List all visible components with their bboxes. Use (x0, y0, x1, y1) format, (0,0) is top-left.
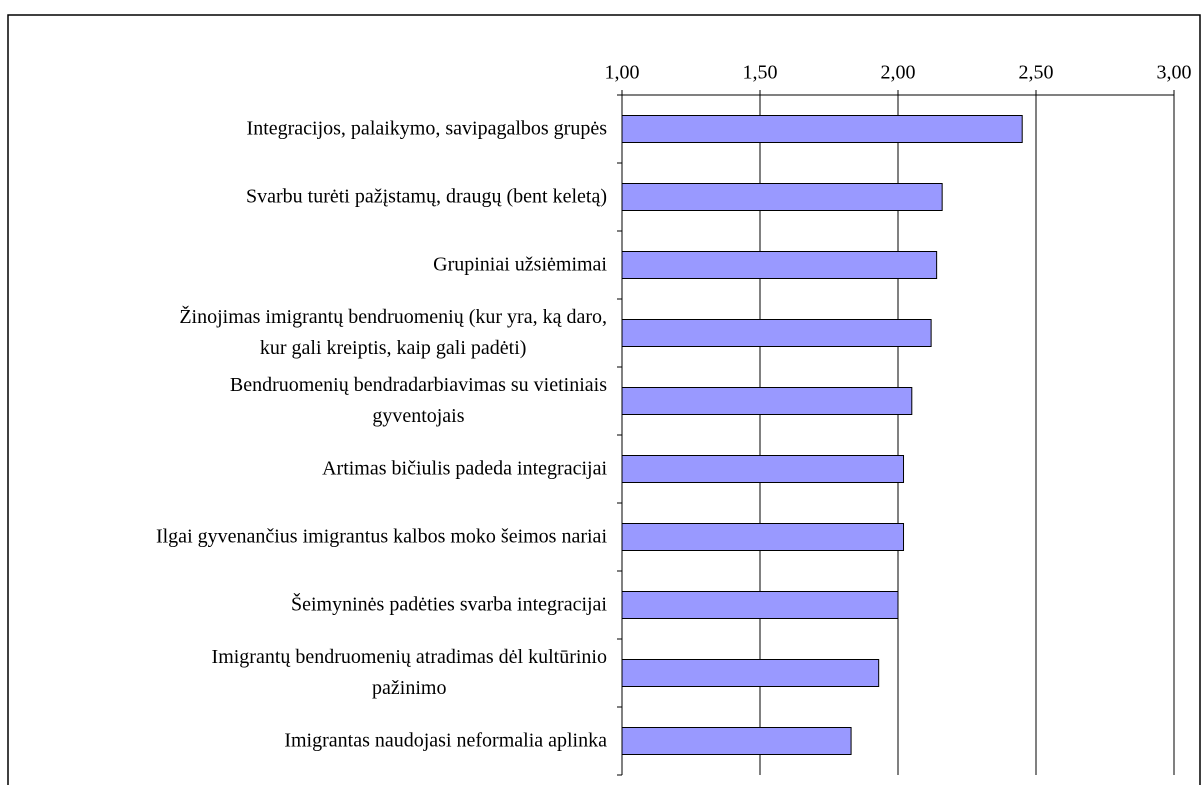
bar (621, 591, 899, 619)
bar (621, 727, 852, 755)
category-label: Ilgai gyvenančius imigrantus kalbos moko… (155, 525, 607, 548)
bar (621, 387, 913, 415)
category-label: Žinojimas imigrantų bendruomenių (kur yr… (179, 306, 607, 359)
category-label: Imigrantas naudojasi neformalia aplinka (284, 729, 607, 752)
x-tick-label: 2,00 (881, 62, 916, 84)
bar (621, 319, 932, 347)
bar (621, 455, 905, 483)
category-label: Artimas bičiulis padeda integracijai (322, 457, 607, 480)
category-label: Šeimyninės padėties svarba integracijai (290, 593, 607, 616)
bar (621, 183, 943, 211)
bar (621, 523, 905, 551)
category-label: Bendruomenių bendradarbiavimas su vietin… (229, 374, 607, 427)
x-tick-label: 3,00 (1157, 62, 1192, 84)
category-label: Imigrantų bendruomenių atradimas dėl kul… (211, 646, 607, 699)
bar (621, 659, 880, 687)
category-label: Grupiniai užsiėmimai (433, 253, 607, 276)
x-tick-label: 1,50 (743, 62, 778, 84)
chart-border (7, 14, 1201, 785)
x-tick-label: 2,50 (1019, 62, 1054, 84)
bar (621, 115, 1023, 143)
category-label: Svarbu turėti pažįstamų, draugų (bent ke… (246, 185, 607, 208)
bar (621, 251, 938, 279)
category-label: Integracijos, palaikymo, savipagalbos gr… (246, 117, 607, 140)
x-tick-label: 1,00 (605, 62, 640, 84)
